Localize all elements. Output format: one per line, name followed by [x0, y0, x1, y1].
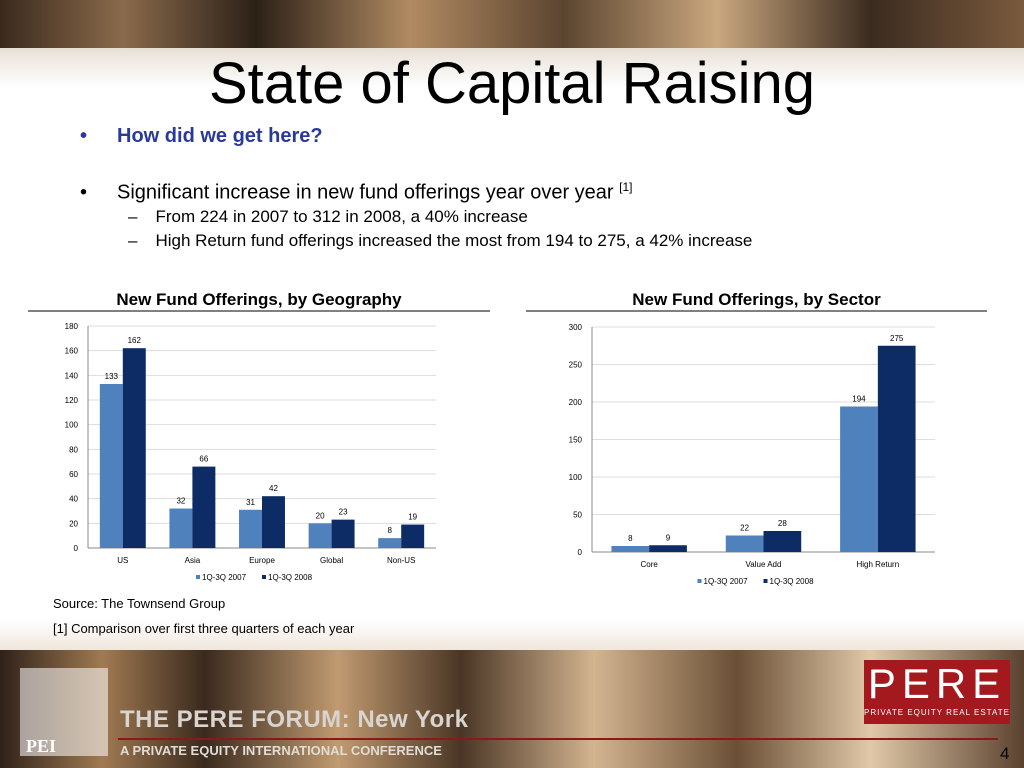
x-tick-label: Asia [185, 556, 201, 565]
sub-bullet-text: From 224 in 2007 to 312 in 2008, a 40% i… [155, 207, 528, 226]
data-label: 20 [316, 511, 325, 520]
y-tick-label: 100 [65, 421, 79, 430]
x-tick-label: Value Add [746, 560, 782, 569]
legend-swatch [262, 575, 266, 579]
bullet: • Significant increase in new fund offeri… [80, 180, 633, 204]
bar [378, 538, 402, 548]
y-tick-label: 20 [69, 519, 78, 528]
pere-logo-sub: PRIVATE EQUITY REAL ESTATE [864, 708, 1010, 717]
header-photo [0, 0, 1024, 48]
header-fade [0, 48, 1024, 88]
bar [725, 535, 764, 552]
y-tick-label: 300 [569, 323, 583, 332]
footer-fade [0, 620, 1024, 650]
legend-swatch [196, 575, 200, 579]
x-tick-label: Global [320, 556, 343, 565]
data-label: 9 [666, 533, 671, 542]
data-label: 32 [176, 497, 185, 506]
y-tick-label: 60 [69, 470, 78, 479]
bar [262, 496, 285, 548]
charts: New Fund Offerings, by Geography 0 20 40 60 8… [28, 290, 987, 586]
bar [308, 523, 332, 548]
bar [169, 508, 193, 548]
data-label: 194 [852, 395, 866, 404]
x-tick-label: High Return [856, 560, 899, 569]
bar [763, 531, 802, 552]
y-tick-label: 100 [569, 473, 583, 482]
bar [192, 466, 216, 548]
y-tick-label: 0 [74, 544, 79, 553]
legend-label: 1Q-3Q 2007 [704, 577, 749, 586]
source: Source: The Townsend Group [53, 596, 226, 611]
footnote-ref: [1] [619, 180, 633, 194]
data-label: 22 [740, 524, 749, 533]
y-tick-label: 80 [69, 445, 78, 454]
data-label: 8 [628, 534, 633, 543]
data-label: 31 [246, 498, 255, 507]
chart-title: New Fund Offerings, by Sector [632, 290, 881, 309]
y-tick-label: 0 [578, 548, 583, 557]
x-tick-label: Europe [249, 556, 275, 565]
x-tick-label: US [117, 556, 128, 565]
sub-bullet: – High Return fund offerings increased th… [128, 231, 753, 250]
data-label: 275 [890, 334, 904, 343]
data-label: 23 [339, 508, 348, 517]
slide-title: State of Capital Raising [208, 51, 816, 116]
sub-bullet-text: High Return fund offerings increased the… [155, 231, 753, 250]
bar [122, 348, 146, 548]
bar [239, 509, 262, 548]
pei-logo-box [20, 668, 108, 756]
legend-label: 1Q-3Q 2008 [770, 577, 815, 586]
y-tick-label: 250 [569, 361, 583, 370]
pei-logo: PEI [26, 736, 57, 756]
bar [649, 545, 687, 552]
y-tick-label: 120 [65, 396, 79, 405]
bar [401, 524, 425, 548]
bar [611, 546, 650, 552]
bullet-text: How did we get here? [117, 125, 323, 147]
legend-label: 1Q-3Q 2008 [268, 573, 313, 582]
y-tick-label: 160 [65, 347, 79, 356]
pere-logo-text: PERE [867, 660, 1007, 707]
bullet-text: Significant increase in new fund offerin… [117, 181, 614, 204]
data-label: 66 [199, 455, 208, 464]
chart-title: New Fund Offerings, by Geography [116, 290, 402, 309]
bullet: • How did we get here? [80, 125, 323, 147]
x-tick-label: Non-US [387, 556, 415, 565]
footnote: [1] Comparison over first three quarters… [53, 621, 355, 636]
legend-label: 1Q-3Q 2007 [202, 573, 247, 582]
x-tick-label: Core [640, 560, 658, 569]
footer-photo [0, 650, 1024, 768]
data-label: 42 [269, 484, 278, 493]
data-label: 162 [128, 336, 142, 345]
y-tick-label: 150 [569, 436, 583, 445]
y-tick-label: 50 [573, 511, 582, 520]
event-name: THE PERE FORUM: New York [120, 706, 469, 733]
data-label: 8 [387, 526, 392, 535]
y-tick-label: 140 [65, 371, 79, 380]
sub-bullet: – From 224 in 2007 to 312 in 2008, a 40% … [128, 207, 528, 226]
legend-swatch [697, 579, 702, 583]
bar [840, 406, 878, 552]
footer-rule [118, 738, 998, 740]
data-label: 28 [778, 519, 787, 528]
data-label: 19 [408, 513, 417, 522]
bar [331, 519, 355, 548]
y-tick-label: 180 [65, 322, 79, 331]
legend-swatch [763, 579, 768, 583]
y-tick-label: 40 [69, 495, 78, 504]
bar [99, 383, 123, 548]
page-number: 4 [1000, 744, 1010, 763]
bar [877, 345, 916, 552]
data-label: 133 [105, 372, 119, 381]
y-tick-label: 200 [569, 398, 583, 407]
event-subtitle: A PRIVATE EQUITY INTERNATIONAL CONFERENC… [120, 743, 442, 758]
pere-logo: PERE PRIVATE EQUITY REAL ESTATE [864, 660, 1010, 724]
